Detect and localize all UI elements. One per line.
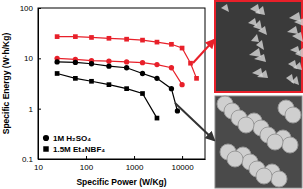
plot-frame bbox=[38, 8, 205, 159]
micrograph-bottom bbox=[215, 96, 302, 188]
series-point bbox=[179, 82, 184, 87]
legend-item: 1M H₂SO₄ bbox=[43, 134, 91, 143]
nanosheet bbox=[290, 46, 300, 54]
series-point bbox=[73, 76, 78, 81]
series-point bbox=[140, 38, 145, 43]
series-point bbox=[107, 82, 112, 87]
x-tick-mark bbox=[182, 156, 183, 159]
legend-symbol bbox=[43, 146, 48, 151]
y-tick: 1 bbox=[29, 105, 41, 114]
series-point bbox=[169, 42, 174, 47]
image-frame bbox=[215, 1, 302, 92]
series-line bbox=[57, 73, 157, 118]
y-tick-mark bbox=[38, 8, 41, 9]
series-point bbox=[194, 76, 199, 81]
x-tick-label: 100 bbox=[80, 163, 94, 172]
sphere bbox=[271, 171, 287, 187]
y-axis-line bbox=[38, 9, 39, 160]
micrograph-top bbox=[215, 1, 303, 92]
series-point bbox=[106, 58, 111, 63]
nanosheet bbox=[286, 74, 294, 84]
nanosheet bbox=[221, 4, 229, 12]
y-tick: 100 bbox=[20, 4, 41, 13]
series-point bbox=[175, 108, 180, 113]
nanosheet bbox=[289, 12, 301, 22]
y-tick-label: 100 bbox=[20, 4, 34, 13]
series-point bbox=[169, 65, 174, 70]
x-tick: 1000 bbox=[126, 156, 144, 172]
sphere bbox=[267, 134, 283, 150]
series-point bbox=[89, 35, 94, 40]
plot: 10 100 1000 10000 0.1 1 10 100 1M H₂SO₄ 1.5M Et₄N… bbox=[20, 4, 206, 172]
series-point bbox=[106, 63, 111, 68]
legend-symbol bbox=[43, 135, 49, 141]
series-point bbox=[73, 34, 78, 39]
series-point bbox=[124, 86, 129, 91]
y-tick-mark bbox=[38, 58, 41, 59]
series-point bbox=[140, 71, 145, 76]
series-point bbox=[154, 76, 159, 81]
sphere bbox=[285, 107, 301, 123]
series-line bbox=[57, 37, 196, 79]
legend-label: 1M H₂SO₄ bbox=[53, 134, 91, 143]
sphere bbox=[256, 168, 272, 184]
image-frame bbox=[215, 96, 302, 188]
series-point bbox=[55, 34, 60, 39]
series-point bbox=[140, 60, 145, 65]
series-point bbox=[155, 40, 160, 45]
nanosheet bbox=[287, 26, 298, 34]
sphere bbox=[227, 151, 243, 167]
arrow bbox=[193, 40, 214, 63]
series-line bbox=[57, 58, 182, 84]
nanosheet bbox=[249, 48, 261, 57]
series-point bbox=[140, 91, 145, 96]
y-tick-label: 10 bbox=[24, 54, 33, 63]
series-point bbox=[154, 62, 159, 67]
series-point bbox=[124, 59, 129, 64]
x-tick-label: 10 bbox=[34, 163, 43, 172]
x-tick: 100 bbox=[80, 156, 94, 172]
arrow bbox=[175, 103, 214, 140]
nanosheet bbox=[252, 68, 263, 77]
marks bbox=[54, 34, 198, 120]
series-point bbox=[89, 61, 94, 66]
series-point bbox=[124, 37, 129, 42]
x-tick-mark bbox=[86, 156, 87, 159]
nanosheet bbox=[251, 34, 259, 42]
nanosheet bbox=[288, 60, 297, 69]
y-tick-mark bbox=[38, 109, 41, 110]
nanosheet bbox=[250, 4, 260, 14]
series-point bbox=[188, 61, 193, 66]
legend-label: 1.5M Et₄NBF₄ bbox=[53, 145, 105, 154]
y-axis: 0.1 1 10 100 bbox=[20, 4, 41, 164]
y-tick-label: 0.1 bbox=[22, 155, 34, 164]
x-axis-title: Specific Power (W/Kg) bbox=[76, 177, 166, 187]
x-tick-label: 1000 bbox=[126, 163, 144, 172]
x-axis: 10 100 1000 10000 bbox=[34, 156, 205, 172]
series-point bbox=[54, 59, 59, 64]
series-point bbox=[124, 65, 129, 70]
x-tick-label: 10000 bbox=[171, 163, 194, 172]
y-tick: 10 bbox=[24, 54, 41, 63]
x-tick: 10000 bbox=[171, 156, 194, 172]
y-tick-label: 1 bbox=[29, 105, 34, 114]
sphere bbox=[238, 117, 254, 133]
series-point bbox=[155, 116, 160, 121]
series-point bbox=[55, 71, 60, 76]
legend-item: 1.5M Et₄NBF₄ bbox=[43, 145, 105, 154]
nanosheet bbox=[248, 18, 257, 26]
series-point bbox=[107, 36, 112, 41]
chart: 10 100 1000 10000 0.1 1 10 100 1M H₂SO₄ 1.5M Et₄N… bbox=[0, 0, 303, 189]
y-tick: 0.1 bbox=[22, 155, 41, 164]
series-point bbox=[180, 46, 185, 51]
legend: 1M H₂SO₄ 1.5M Et₄NBF₄ bbox=[43, 134, 105, 154]
y-axis-title: Specific Energy (W·h/Kg) bbox=[1, 33, 11, 135]
sphere bbox=[282, 137, 298, 153]
x-axis-line bbox=[39, 159, 206, 160]
series-point bbox=[73, 60, 78, 65]
series-point bbox=[89, 79, 94, 84]
y-tick-mark bbox=[38, 159, 41, 160]
x-tick-mark bbox=[134, 156, 135, 159]
series-point bbox=[169, 86, 174, 91]
